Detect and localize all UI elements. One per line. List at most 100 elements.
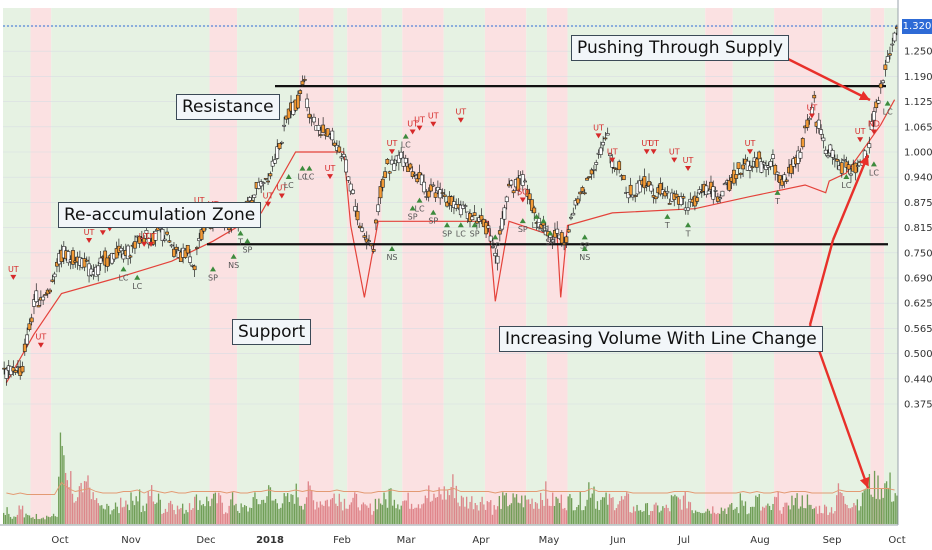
- volume-bar: [691, 510, 693, 524]
- volume-bar: [694, 510, 697, 524]
- volume-bar: [209, 506, 211, 524]
- candle-body: [637, 180, 642, 193]
- signal-up-arrow: [581, 246, 588, 252]
- volume-bar: [545, 481, 547, 524]
- volume-bar: [118, 513, 120, 524]
- volume-bar: [416, 507, 418, 524]
- candle-body: [387, 171, 392, 174]
- candle-body: [658, 183, 663, 195]
- volume-bar: [854, 505, 857, 524]
- candle-body: [500, 217, 505, 230]
- volume-bar: [510, 503, 513, 524]
- signal-label: LC: [532, 221, 542, 230]
- volume-bar: [829, 512, 831, 524]
- volume-bar: [478, 510, 480, 524]
- trailing-stop-line: [5, 99, 896, 383]
- candle-body: [819, 129, 824, 135]
- signal-label: ND: [868, 119, 880, 128]
- candle-body: [119, 247, 124, 252]
- volume-bar: [856, 499, 859, 524]
- volume-bar: [502, 492, 504, 524]
- volume-bar: [32, 517, 34, 524]
- candle-body: [52, 273, 57, 278]
- volume-bar: [791, 495, 793, 524]
- volume-bar: [342, 510, 344, 524]
- volume-bar: [603, 497, 606, 524]
- candle-body: [199, 229, 204, 240]
- candle-body: [738, 172, 743, 175]
- signal-down-arrow: [430, 121, 437, 127]
- price-tick-label: 1.125: [904, 97, 932, 108]
- candle-body: [374, 219, 378, 224]
- volume-bar: [429, 501, 432, 524]
- volume-bar: [779, 510, 781, 524]
- volume-bar: [438, 487, 440, 524]
- volume-bar: [138, 489, 141, 524]
- signal-label: UT: [8, 265, 19, 274]
- volume-bar: [235, 503, 237, 524]
- volume-bar: [256, 498, 258, 524]
- candle-body: [761, 162, 766, 165]
- candle-body: [25, 334, 29, 345]
- volume-bar: [271, 500, 273, 524]
- volume-bar: [25, 513, 27, 524]
- volume-bar: [517, 502, 519, 524]
- volume-bar: [286, 493, 289, 524]
- volume-bar: [741, 500, 743, 524]
- signal-down-arrow: [278, 193, 285, 199]
- candle-body: [188, 256, 192, 263]
- arrow-to-breakout-head: [858, 91, 870, 100]
- volume-bar: [674, 494, 676, 524]
- volume-bar: [385, 499, 387, 524]
- volume-bar: [221, 502, 223, 524]
- volume-bar: [183, 513, 186, 524]
- volume-bar: [171, 504, 173, 524]
- signal-label: UT: [669, 148, 680, 157]
- volume-bar: [3, 512, 5, 524]
- candle-body: [341, 153, 346, 158]
- volume-bar: [722, 510, 724, 524]
- volume-bar: [662, 506, 664, 524]
- volume-bar: [386, 507, 389, 524]
- price-tick-label: 0.500: [904, 349, 932, 360]
- candle-body: [27, 323, 32, 330]
- signal-label: UT: [139, 232, 150, 241]
- volume-bar: [410, 503, 413, 524]
- signal-up-arrow: [416, 197, 423, 203]
- volume-bar: [326, 499, 328, 524]
- volume-bar: [777, 491, 779, 524]
- candle-body: [13, 370, 18, 373]
- volume-bar: [378, 498, 380, 524]
- volume-bar: [431, 500, 433, 524]
- volume-bar: [793, 505, 795, 524]
- volume-bar: [884, 483, 886, 524]
- volume-bar: [822, 513, 824, 524]
- candle-body: [750, 166, 755, 169]
- volume-bar: [40, 518, 43, 524]
- candle-body: [589, 169, 594, 175]
- signal-label: T: [237, 238, 243, 247]
- volume-bar: [765, 505, 767, 524]
- volume-bar: [243, 505, 246, 524]
- volume-bar: [584, 506, 587, 524]
- signal-up-arrow: [471, 222, 478, 228]
- signal-label: LC: [304, 173, 314, 182]
- volume-bar: [612, 497, 614, 524]
- candle-body: [532, 207, 537, 214]
- volume-bar: [600, 499, 602, 524]
- phase-band: [333, 8, 348, 525]
- volume-bar: [469, 501, 471, 524]
- candle-body: [736, 162, 741, 169]
- signal-label: SP: [428, 217, 438, 226]
- volume-bar: [56, 516, 58, 524]
- signal-label: SP: [470, 229, 480, 238]
- signal-up-arrow: [492, 234, 499, 240]
- volume-bar: [218, 492, 220, 524]
- volume-bar: [281, 503, 284, 524]
- volume-bar: [216, 503, 218, 524]
- candle-body: [626, 192, 631, 199]
- volume-bar: [290, 494, 292, 524]
- candle-body: [509, 180, 514, 186]
- volume-bar: [20, 509, 22, 524]
